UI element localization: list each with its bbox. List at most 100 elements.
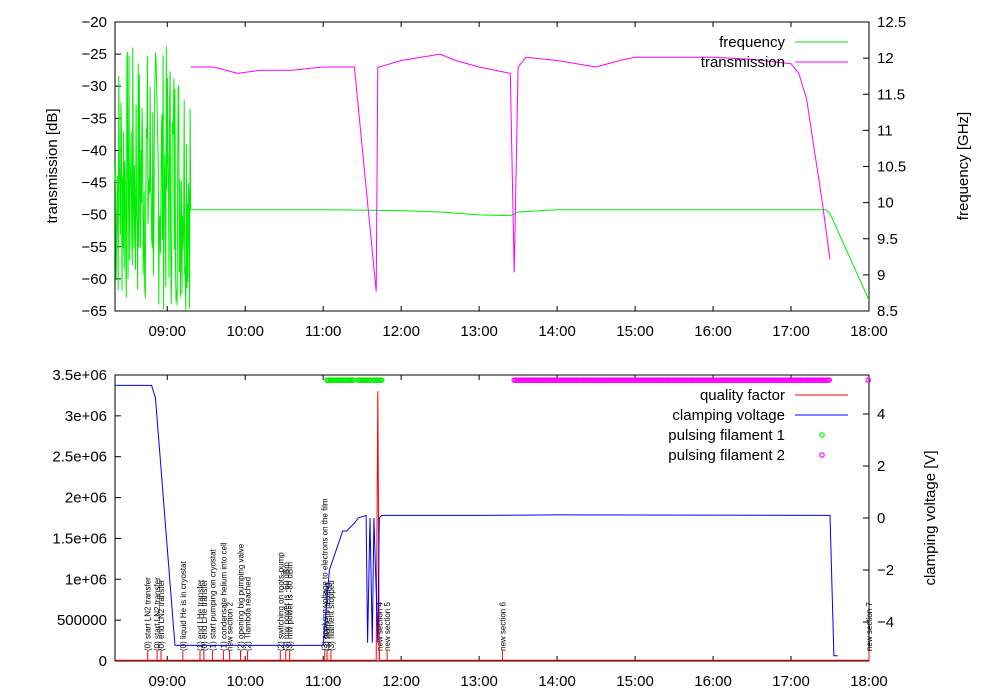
annotation-label: (2) Tlambda reached	[244, 577, 253, 651]
top-y-tick-label: −30	[82, 78, 107, 95]
top-x-tick-label: 15:00	[616, 323, 654, 340]
legend-swatch-pulsing-filament-1	[819, 432, 825, 438]
bottom-x-tick-label: 12:00	[382, 673, 420, 690]
top-y2-tick-label: 8.5	[877, 303, 898, 320]
bottom-x-tick-label: 09:00	[148, 673, 186, 690]
bottom-y-tick-label: 2.5e+06	[52, 449, 107, 466]
top-y2-tick-label: 12.5	[877, 14, 906, 31]
series-clamping-voltage-line	[115, 384, 838, 657]
top-x-tick-label: 17:00	[772, 323, 810, 340]
top-y2-tick-label: 10.5	[877, 159, 906, 176]
top-y-tick-label: −60	[82, 271, 107, 288]
series-pulsing-filament-2-point	[826, 377, 833, 384]
top-y2-axis-label: frequency [GHz]	[955, 112, 972, 220]
annotation-label: new section 5	[383, 602, 392, 651]
annotation-label: (2) opening big pumping valve	[237, 543, 246, 651]
annotation-label: (3) filament heating	[323, 583, 332, 651]
top-y2-tick-label: 11	[877, 122, 893, 139]
annotation-label: new section 2	[226, 602, 235, 651]
top-x-tick-label: 13:00	[460, 323, 498, 340]
annotation-label: (1) condensate helium into cell	[219, 542, 228, 651]
top-x-tick-label: 14:00	[538, 323, 576, 340]
annotation-label: (3) filament stopped	[327, 580, 336, 651]
top-y-ticks: −20 −25 −30 −35 −40 −45 −50 −55 −60 −65	[82, 14, 121, 320]
top-y-axis-label: transmission [dB]	[44, 108, 61, 223]
top-y-tick-label: −55	[82, 239, 107, 256]
bottom-y2-tick-label: 2	[877, 458, 885, 475]
legend-label-pulsing-filament-1: pulsing filament 1	[668, 427, 785, 444]
bottom-y-tick-label: 0	[99, 653, 107, 670]
annotation-label: (0) start LN2 transfer	[153, 577, 162, 651]
top-y2-ticks: 12.5 12 11.5 11 10.5 10 9.5 9 8.5	[863, 14, 906, 320]
bottom-x-tick-label: 11:00	[305, 673, 341, 690]
top-y-tick-label: −40	[82, 142, 107, 159]
bottom-y-tick-label: 2e+06	[65, 490, 107, 507]
annotation-label: (0) start LN2 transfer	[144, 577, 153, 651]
bottom-y2-axis-label: clamping voltage [V]	[922, 450, 939, 585]
legend-swatch-pulsing-filament-2	[819, 452, 825, 458]
top-y-tick-label: −45	[82, 175, 107, 192]
annotation-label: (2) switching on roots-pump	[276, 552, 285, 651]
bottom-y2-tick-label: −4	[877, 614, 894, 631]
series-pulsing-filament-2-point	[865, 377, 872, 384]
bottom-y-tick-label: 1e+06	[65, 571, 107, 588]
bottom-y2-ticks: 4 2 0 −2 −4	[863, 406, 894, 631]
bottom-x-tick-label: 17:00	[772, 673, 810, 690]
bottom-x-tick-label: 14:00	[538, 673, 576, 690]
annotation-label: (1) end LHe transfer	[196, 579, 205, 651]
top-y-tick-label: −20	[82, 14, 107, 31]
top-y2-tick-label: 9	[877, 267, 885, 284]
top-legend: frequency transmission	[701, 34, 848, 71]
legend-label-quality-factor: quality factor	[700, 387, 785, 404]
bottom-legend: quality factor clamping voltage pulsing fi…	[668, 387, 848, 464]
bottom-y-tick-label: 500000	[57, 612, 107, 629]
series-quality-factor-line	[115, 391, 869, 661]
legend-label-transmission: transmission	[701, 54, 785, 71]
bottom-panel: 09:00 10:00 11:00 12:00 13:00 14:00 15:00 16:00…	[52, 367, 939, 690]
bottom-x-tick-label: 15:00	[616, 673, 654, 690]
legend-label-pulsing-filament-2: pulsing filament 2	[668, 447, 785, 464]
top-y-tick-label: −35	[82, 110, 107, 127]
bottom-y2-tick-label: −2	[877, 562, 894, 579]
annotation-label: (0) liquid He is in cryostat	[179, 560, 188, 651]
bottom-x-tick-label: 13:00	[460, 673, 498, 690]
series-frequency-noise	[114, 46, 192, 311]
annotation-label: new section 4	[375, 602, 384, 651]
bottom-y2-tick-label: 4	[877, 406, 885, 423]
top-x-tick-label: 10:00	[226, 323, 264, 340]
top-x-tick-label: 12:00	[382, 323, 420, 340]
top-x-tick-label: 16:00	[694, 323, 732, 340]
bottom-x-ticks: 09:00 10:00 11:00 12:00 13:00 14:00 15:00 16:00…	[148, 375, 888, 690]
top-x-tick-label: 09:00	[148, 323, 186, 340]
bottom-series	[115, 377, 872, 661]
annotation-label: (3) applying voltage to electrons on the…	[321, 498, 330, 651]
top-y2-tick-label: 11.5	[877, 86, 905, 103]
top-y2-tick-label: 12	[877, 50, 894, 67]
bottom-x-tick-label: 10:00	[226, 673, 264, 690]
legend-label-clamping-voltage: clamping voltage	[672, 407, 785, 424]
top-panel: 09:00 10:00 11:00 12:00 13:00 14:00 15:00 16:00…	[44, 14, 972, 340]
bottom-x-tick-label: 18:00	[850, 673, 888, 690]
top-y2-tick-label: 10	[877, 195, 894, 212]
legend-label-frequency: frequency	[719, 34, 785, 51]
annotation-label: (0) end LN2 transfer	[157, 579, 166, 651]
bottom-x-tick-label: 16:00	[694, 673, 732, 690]
top-y-tick-label: −25	[82, 46, 107, 63]
top-y-tick-label: −65	[82, 303, 107, 320]
bottom-y-tick-label: 1.5e+06	[52, 530, 107, 547]
top-series	[114, 46, 870, 311]
bottom-y2-tick-label: 0	[877, 510, 885, 527]
series-pulsing-filament-1-point	[378, 377, 385, 384]
top-x-tick-label: 18:00	[850, 323, 888, 340]
top-x-ticks: 09:00 10:00 11:00 12:00 13:00 14:00 15:00 16:00…	[148, 22, 888, 340]
top-x-tick-label: 11:00	[305, 323, 341, 340]
series-frequency-line	[190, 209, 870, 301]
bottom-y-ticks: 3.5e+06 3e+06 2.5e+06 2e+06 1.5e+06 1e+06 5000…	[52, 367, 121, 670]
bottom-y-tick-label: 3e+06	[65, 408, 107, 425]
series-transmission-line	[190, 53, 831, 292]
bottom-y-tick-label: 3.5e+06	[52, 367, 107, 384]
top-y-tick-label: −50	[82, 207, 107, 224]
top-y2-tick-label: 9.5	[877, 231, 898, 248]
